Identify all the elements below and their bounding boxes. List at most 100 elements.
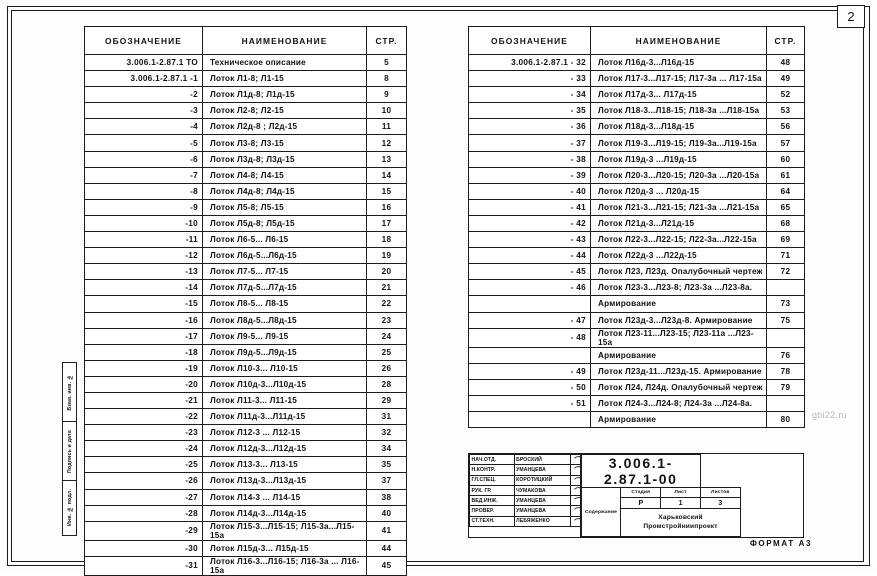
table-row: -30 Лоток Л15д-3... Л15д-15 44	[84, 539, 407, 557]
cell-designation: -21	[84, 391, 203, 410]
table-row: - 44 Лоток Л22д-3 ...Л22д-15 71	[468, 247, 805, 265]
stage-value: Р	[620, 497, 662, 509]
table-row: -29 Лоток Л15-3...Л15-15; Л15-3а...Л15-15…	[84, 520, 407, 541]
table-row: -25 Лоток Л13-3... Л13-15 35	[84, 456, 407, 474]
table-row: - 45 Лоток Л23, Л23д. Опалубочный чертеж 7…	[468, 263, 805, 281]
table-row: -27 Лоток Л14-3 ... Л14-15 38	[84, 488, 407, 506]
cell-page: 80	[766, 410, 805, 429]
cell-name: Лоток Л3д-8; Л3д-15	[202, 150, 367, 168]
table-row: - 48 Лоток Л23-11...Л23-15; Л23-11а ...Л2…	[468, 327, 805, 348]
cell-page: 22	[366, 295, 407, 313]
cell-name: Лоток Л10д-3...Л10д-15	[202, 375, 367, 393]
cell-name: Лоток Л7д-5...Л7д-15	[202, 279, 367, 297]
cell-name: Лоток Л20д-3 ... Л20д-15	[590, 182, 767, 200]
format-label: ФОРМАТ А3	[749, 538, 813, 548]
signature-role: Вед.инж.	[469, 495, 515, 507]
cell-page: 65	[766, 198, 805, 216]
cell-designation: -22	[84, 408, 203, 426]
table-row: -14 Лоток Л7д-5...Л7д-15 21	[84, 279, 407, 297]
cell-designation: -23	[84, 424, 203, 442]
cell-designation: 3.006.1-2.87.1 - 32	[468, 53, 591, 72]
cell-designation: -26	[84, 472, 203, 490]
cell-page: 35	[366, 456, 407, 474]
sheet-header: Лист	[660, 487, 701, 498]
cell-page: 57	[766, 134, 805, 152]
signature-glyph: ⌒	[572, 466, 581, 476]
cell-name: Лоток Л18д-3...Л18д-15	[590, 118, 767, 136]
table-row: - 35 Лоток Л18-3...Л18-15; Л18-3а ...Л18-…	[468, 102, 805, 120]
cell-page: 53	[766, 102, 805, 120]
cell-designation: - 33	[468, 70, 591, 88]
table-row: - 49 Лоток Л23д-11...Л23д-15. Армирование…	[468, 362, 805, 380]
cell-designation: - 39	[468, 166, 591, 184]
cell-name: Лоток Л8-5... Л8-15	[202, 295, 367, 313]
cell-designation: -13	[84, 263, 203, 281]
cell-page: 10	[366, 102, 407, 120]
cell-designation: -29	[84, 520, 203, 541]
table-row: - 37 Лоток Л19-3...Л19-15; Л19-3а...Л19-1…	[468, 134, 805, 152]
cell-designation: - 51	[468, 394, 591, 412]
cell-name: Лоток Л11д-3...Л11д-15	[202, 408, 367, 426]
cell-designation: - 42	[468, 214, 591, 233]
column-header-name: Наименование	[202, 26, 367, 55]
cell-designation: -3	[84, 102, 203, 120]
signature-name: Уманцева	[513, 464, 571, 476]
cell-name: Армирование	[590, 346, 767, 364]
signature-area: Нач.отд. Броский ⌒ Н.контр. Уманцева ⌒ Гл.спец…	[468, 453, 645, 538]
cell-name: Лоток Л22-3...Л22-15; Л22-3а...Л22-15а	[590, 231, 767, 249]
cell-name: Лоток Л23-11...Л23-15; Л23-11а ...Л23-15…	[590, 327, 767, 348]
cell-page	[766, 327, 805, 348]
cell-designation: -17	[84, 327, 203, 345]
cell-page: 71	[766, 247, 805, 265]
margin-strip-cell-vzam: Взам. инв. №	[63, 363, 76, 422]
signature-name: Уманцева	[513, 505, 571, 517]
title-block-grid: Нач.отд. Броский ⌒ Н.контр. Уманцева ⌒ Гл.спец…	[468, 453, 805, 538]
cell-page: 5	[366, 53, 407, 72]
cell-page: 78	[766, 362, 805, 380]
format-label-box: ФОРМАТ А3	[700, 534, 862, 552]
cell-name: Лоток Л10-3... Л10-15	[202, 359, 367, 377]
signature-mark: ⌒	[569, 464, 612, 476]
cell-name: Лоток Л17-3...Л17-15; Л17-3а ... Л17-15а	[590, 70, 767, 88]
table-row: - 51 Лоток Л24-3...Л24-8; Л24-3а ...Л24-8…	[468, 394, 805, 412]
column-header-designation: Обозначение	[84, 26, 203, 55]
table-row: - 43 Лоток Л22-3...Л22-15; Л22-3а...Л22-1…	[468, 231, 805, 249]
table-row: -21 Лоток Л11-3... Л11-15 29	[84, 391, 407, 410]
signature-mark: ⌒	[569, 484, 612, 497]
cell-name: Лоток Л15д-3... Л15д-15	[202, 539, 367, 557]
cell-page: 24	[366, 327, 407, 345]
cell-name: Армирование	[590, 295, 767, 313]
cell-designation: -4	[84, 118, 203, 136]
title-block-right: 3.006.1-2.87.1-00 Содержание Стадия Лист…	[579, 453, 805, 538]
contents-table-left: Обозначение Наименование Стр. 3.006.1-2.…	[84, 26, 407, 576]
cell-page: 37	[366, 472, 407, 490]
cell-designation: -25	[84, 456, 203, 474]
cell-name: Лоток Л6д-5...Л6д-15	[202, 247, 367, 265]
cell-name: Лоток Л14-3 ... Л14-15	[202, 488, 367, 506]
cell-name: Лоток Л22д-3 ...Л22д-15	[590, 247, 767, 265]
cell-page: 11	[366, 118, 407, 136]
sheet-frame-inner	[11, 10, 864, 562]
cell-page	[766, 279, 805, 297]
organization-line-2: Промстройниипроект	[643, 522, 718, 530]
table-row: - 36 Лоток Л18д-3...Л18д-15 56	[468, 118, 805, 136]
cell-name: Лоток Л23, Л23д. Опалубочный чертеж	[590, 263, 767, 281]
cell-name: Лоток Л3-8; Л3-15	[202, 134, 367, 152]
cell-designation: - 40	[468, 182, 591, 200]
cell-name: Лоток Л21-3...Л21-15; Л21-3а ...Л21-15а	[590, 198, 767, 216]
cell-name: Лоток Л1-8; Л1-15	[202, 70, 367, 88]
cell-page: 21	[366, 279, 407, 297]
cell-page: 56	[766, 118, 805, 136]
cell-name: Лоток Л5-8; Л5-15	[202, 198, 367, 216]
table-row: 3.006.1-2.87.1 -1 Лоток Л1-8; Л1-15 8	[84, 70, 407, 88]
cell-name: Лоток Л13-3... Л13-15	[202, 456, 367, 474]
cell-designation: -31	[84, 555, 203, 576]
cell-page: 72	[766, 263, 805, 281]
cell-designation: -2	[84, 86, 203, 104]
column-header-name: Наименование	[590, 26, 767, 55]
cell-page: 23	[366, 311, 407, 329]
table-row: -5 Лоток Л3-8; Л3-15 12	[84, 134, 407, 152]
table-header-row: Обозначение Наименование Стр.	[468, 26, 805, 55]
column-header-page: Стр.	[366, 26, 407, 55]
